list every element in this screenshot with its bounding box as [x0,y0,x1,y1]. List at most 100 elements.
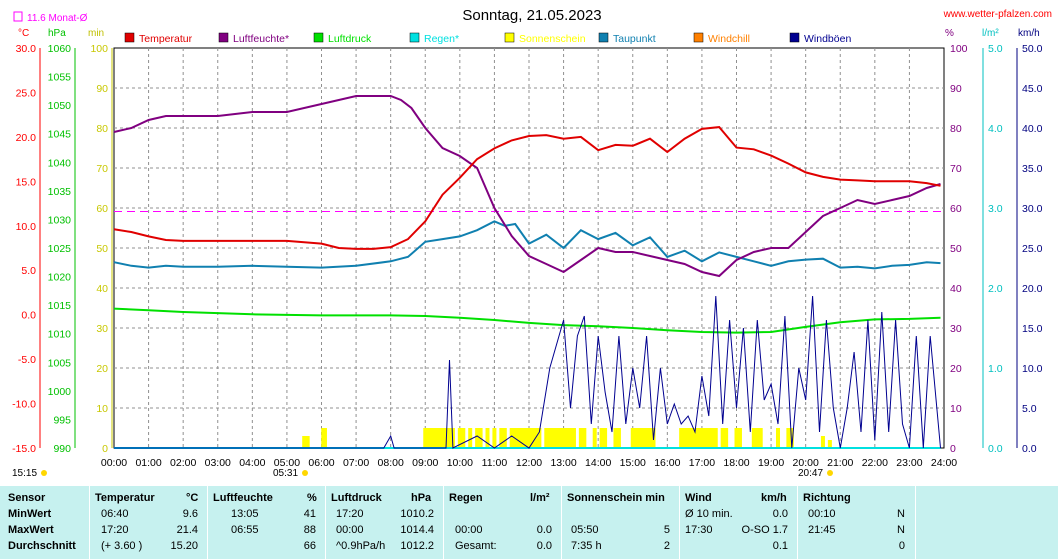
header-humidity-unit: % [307,492,317,504]
tick-label-wind: 40.0 [1022,123,1043,135]
tick-label-temp: 30.0 [16,43,37,55]
legend-label: Temperatur [139,33,193,45]
tick-label-time: 00:00 [101,457,127,469]
axes: -15.0 -10.0 -5.0 0.0 5.0 10.0 15.0 20.0 25.0 30.0… [12,43,1043,469]
sunshine-bar [322,428,327,448]
sunset-icon [827,470,833,476]
sunshine-bar [578,428,583,448]
sunshine-bar [648,428,653,448]
series-line-taupunkt [113,220,941,270]
sunshine-bar [516,428,521,448]
tick-label-wind: 10.0 [1022,363,1043,375]
sunshine-bar [696,428,701,448]
sunshine-bar [734,428,739,448]
sunshine-bar [461,428,466,448]
sunshine-bar [544,428,549,448]
tick-label-time: 11:00 [482,457,508,469]
sunshine-bar [751,428,756,448]
tick-label-time: 18:00 [723,457,749,469]
sunshine-bar [468,428,473,448]
tick-label-sun: 90 [96,83,108,95]
sunshine-bar [430,428,435,448]
tick-label-temp: 25.0 [16,87,37,99]
tick-label-temp: 5.0 [21,265,36,277]
sunshine-bar [492,428,497,448]
tick-label-time: 16:00 [654,457,680,469]
tick-label-percent: 20 [950,363,962,375]
tick-label-time: 19:00 [758,457,784,469]
tick-label-rain: 2.0 [988,283,1003,295]
tick-label-sun: 30 [96,323,108,335]
tick-label-time: 24:00 [931,457,957,469]
sunshine-bar [599,428,604,448]
sunshine-bar [820,436,825,448]
tick-label-pressure: 1010 [48,329,72,341]
tick-label-percent: 90 [950,83,962,95]
tick-label-time: 21:00 [827,457,853,469]
tick-label-wind: 20.0 [1022,283,1043,295]
sunshine-bar [502,428,507,448]
sunshine-bar [499,428,504,448]
header-pressure: Luftdruck [331,492,382,504]
tick-label-time: 02:00 [170,457,196,469]
header-sunshine: Sonnenschein min [567,492,665,504]
monthly-avg-icon [13,11,23,22]
table-cell-temp-time: (+ 3.60 ) [101,540,143,552]
table-cell-temp-time: 06:40 [101,508,129,520]
tick-label-temp: 10.0 [16,221,37,233]
tick-label-temp: -15.0 [12,443,36,455]
table-cell-wind-val: O-SO 1.7 [741,524,788,536]
sunshine-bar [527,428,531,448]
tick-label-sun: 10 [96,403,108,415]
sunshine-bar [520,428,525,448]
sunshine-bar [571,428,576,448]
tick-label-temp: -5.0 [18,354,36,366]
tick-label-wind: 50.0 [1022,43,1043,55]
chart-title: Sonntag, 21.05.2023 [462,7,601,24]
sunshine-bar [641,428,646,448]
table-cell-hum-val: 41 [303,508,316,520]
table-cell-dir-val: N [897,508,905,520]
legend-label: Windböen [804,33,851,45]
tick-label-sun: 50 [96,243,108,255]
sunshine-bar [457,428,462,448]
tick-label-pressure: 1020 [48,272,72,284]
header-rain: Regen [449,492,483,504]
table-divider [679,486,680,559]
table-cell-sun-val: 5 [663,524,670,536]
tick-label-wind: 5.0 [1022,403,1037,415]
sunshine-bar [713,428,718,448]
sunshine-bar [530,428,535,448]
tick-label-rain: 1.0 [988,363,1003,375]
tick-label-percent: 0 [950,443,956,455]
sunshine-bar [433,428,438,448]
table-divider [207,486,208,559]
tick-label-sun: 40 [96,283,108,295]
table-divider [443,486,444,559]
header-direction: Richtung [803,492,851,504]
table-cell-press-time: 17:20 [336,508,364,520]
legend-label: Luftdruck [328,33,372,45]
table-cell-dir-val: N [897,524,905,536]
table-cell-rain-time: Gesamt: [455,540,497,552]
header-sensor: Sensor [8,492,46,504]
series-line-luftfeuchte [113,95,941,278]
table-cell-dir-time: 21:45 [808,524,836,536]
tick-label-wind: 35.0 [1022,163,1043,175]
legend-swatch [789,32,800,43]
tick-label-wind: 25.0 [1022,243,1043,255]
table-cell-temp-val: 21.4 [176,524,198,536]
table-cell-dir-val: 0 [898,540,905,552]
tick-label-pressure: 1035 [48,186,72,198]
pressure-unit: hPa [48,28,66,39]
table-cell-sun-val: 2 [663,540,670,552]
table-cell-rain-val: 0.0 [536,524,552,536]
moon-icon [41,470,47,476]
sunrise-marker: 05:31 [273,468,308,479]
site-link[interactable]: www.wetter-pfalzen.com [943,9,1052,20]
sunshine-bar [693,428,697,448]
table-cell-sun-time: 05:50 [571,524,599,536]
sunshine-bar [720,428,725,448]
sunshine-bar [305,436,310,448]
table-cell-hum-val: 88 [303,524,316,536]
